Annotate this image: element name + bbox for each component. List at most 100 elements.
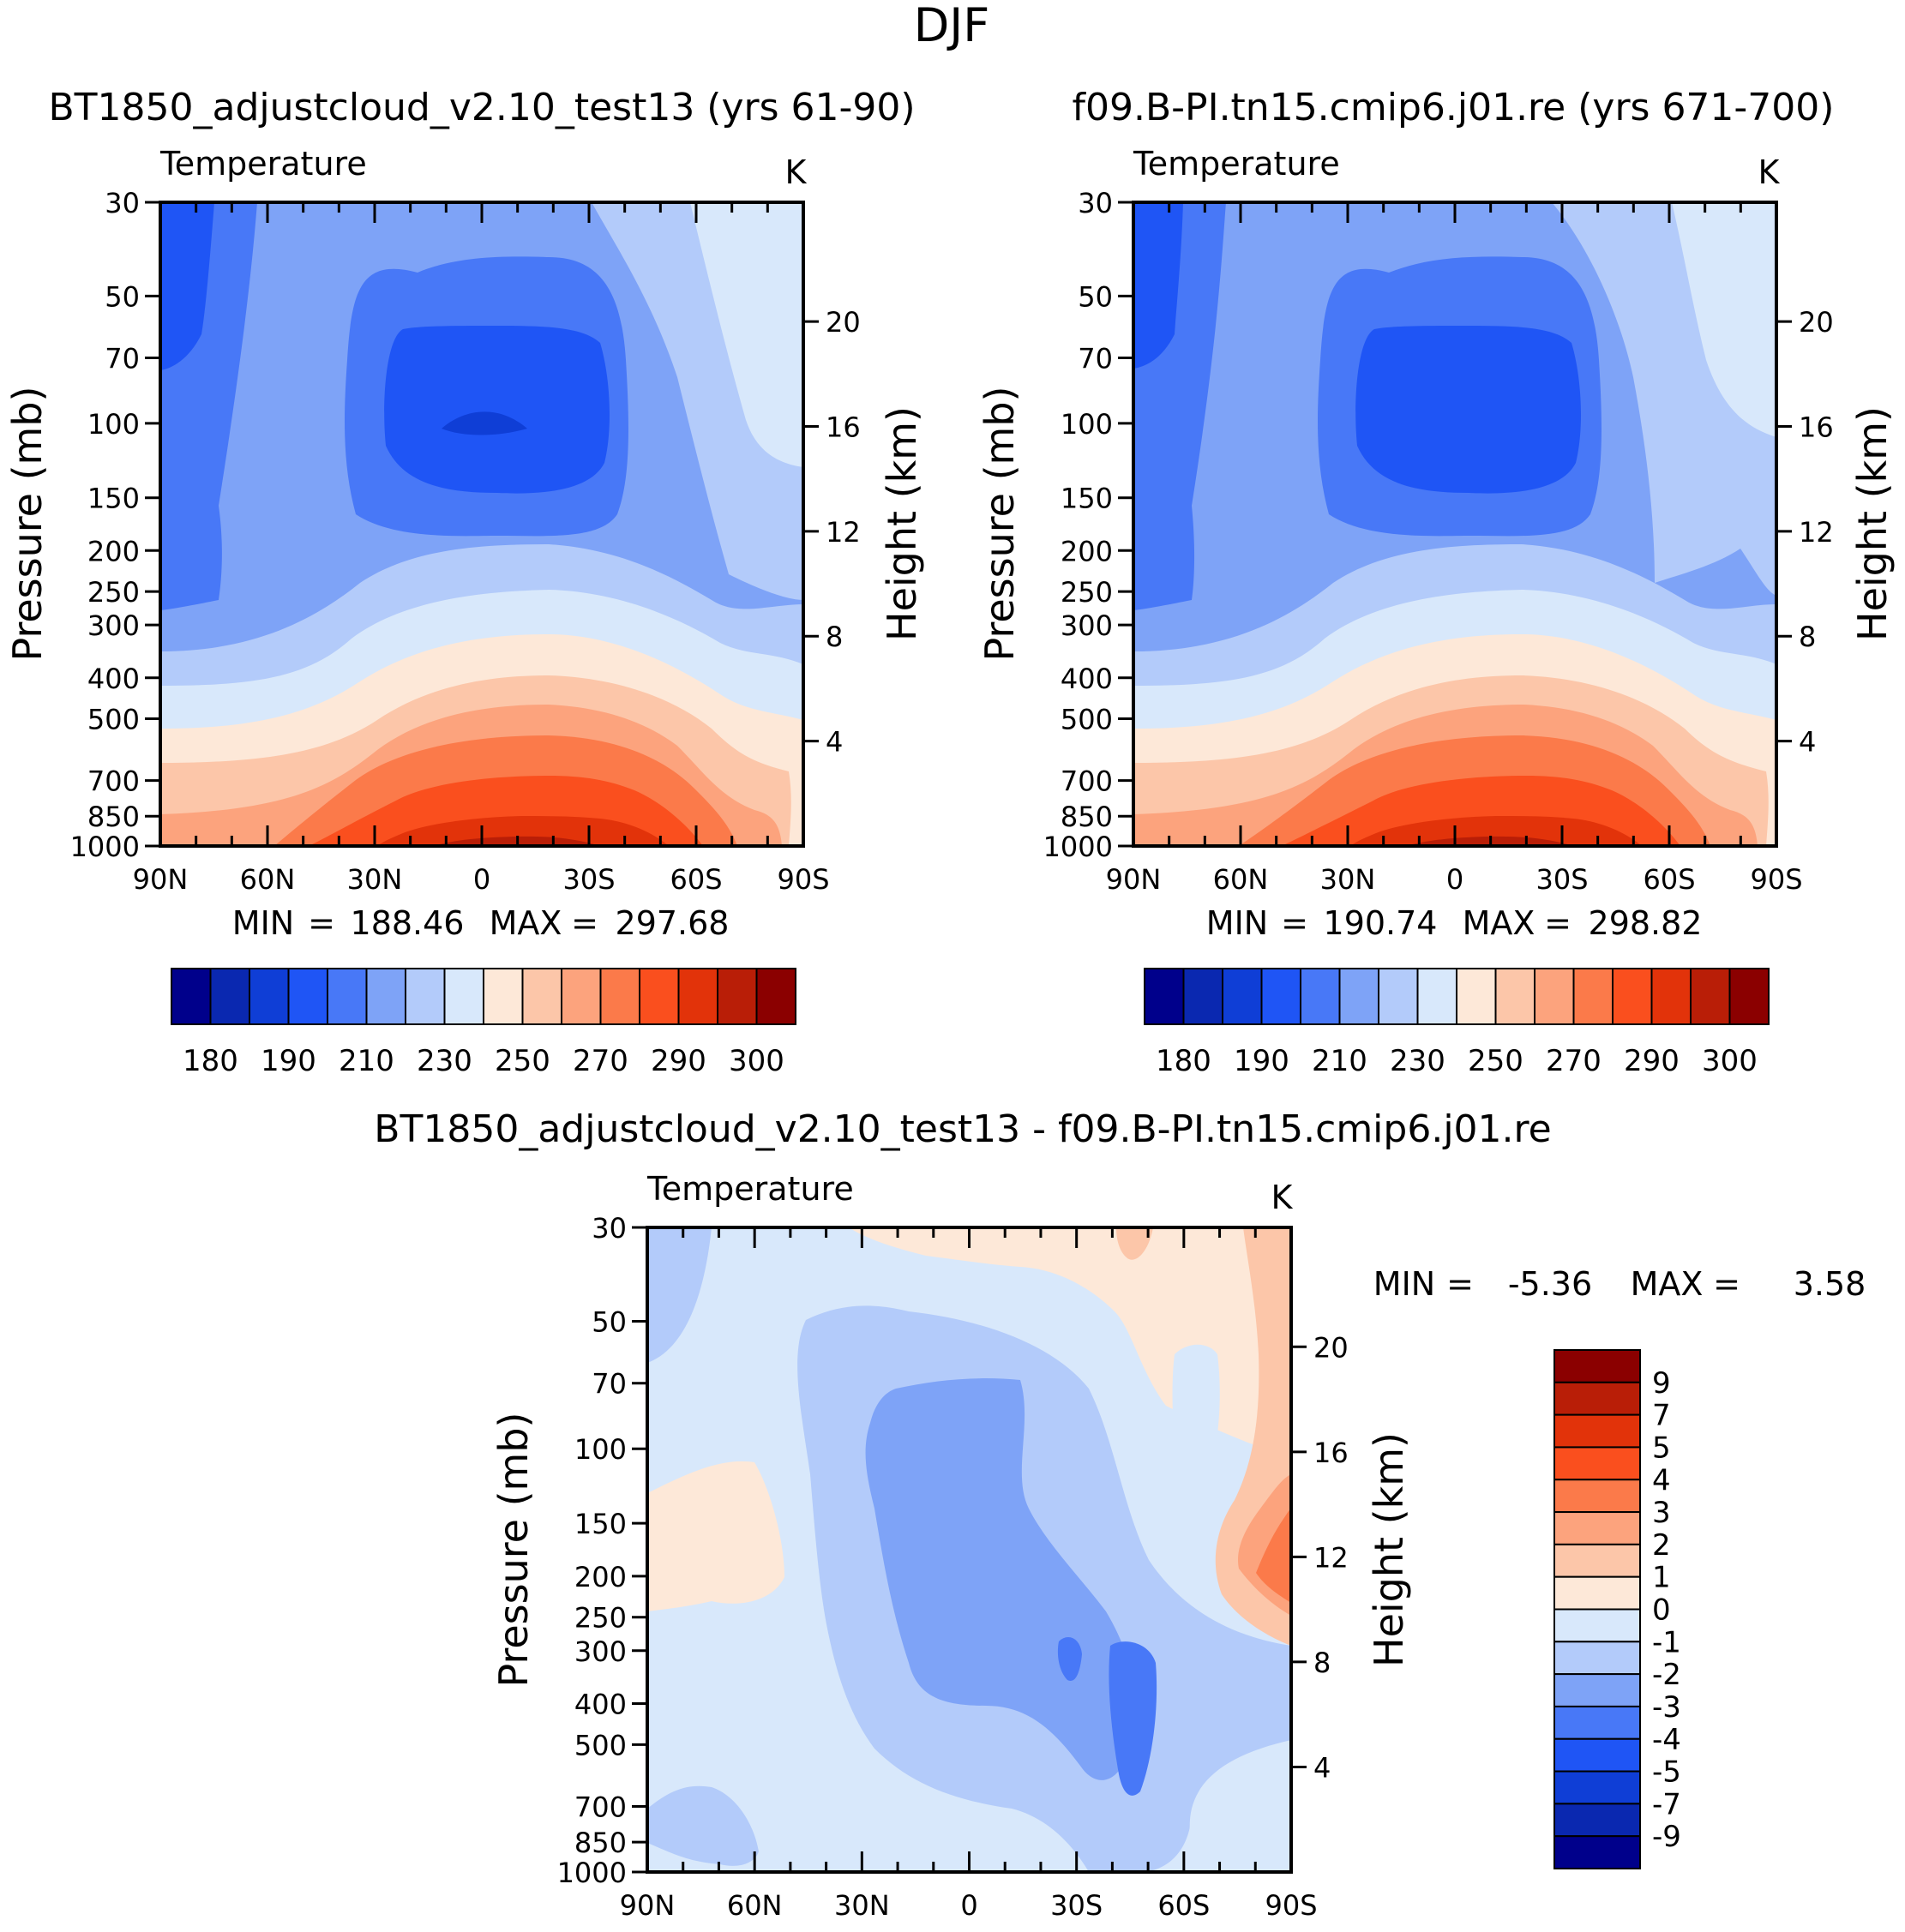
- colorbar-label: 230: [1390, 1044, 1445, 1078]
- height-tick-label: 4: [1799, 726, 1816, 759]
- pressure-tick-label: 250: [1061, 576, 1113, 609]
- panel-diff-min-value: -5.36: [1508, 1265, 1592, 1303]
- colorbar-swatch: [1553, 1835, 1641, 1869]
- panel-diff-units: K: [1271, 1179, 1294, 1216]
- colorbar-swatch: [1553, 1479, 1641, 1514]
- colorbar-swatch: [1572, 968, 1614, 1025]
- pressure-tick-label: 250: [574, 1602, 627, 1635]
- colorbar-swatch: [1553, 1608, 1641, 1643]
- pressure-tick-label: 250: [87, 576, 140, 609]
- colorbar-label: 270: [1546, 1044, 1602, 1078]
- lat-tick-label: 60N: [240, 863, 296, 896]
- colorbar-swatch: [717, 968, 758, 1025]
- colorbar-label: -1: [1652, 1625, 1681, 1659]
- pressure-tick-label: 500: [574, 1729, 627, 1761]
- lat-tick-label: 30S: [1535, 863, 1588, 896]
- colorbar-label: -3: [1652, 1690, 1681, 1725]
- colorbar-swatch: [1553, 1543, 1641, 1578]
- colorbar-swatch: [1534, 968, 1575, 1025]
- colorbar-label: -7: [1652, 1787, 1681, 1821]
- lat-tick-label: 30N: [834, 1889, 890, 1922]
- colorbar-swatch: [1553, 1349, 1641, 1383]
- colorbar-label: 300: [1702, 1044, 1758, 1078]
- pressure-tick-label: 400: [1061, 663, 1113, 695]
- colorbar-swatch: [1553, 1413, 1641, 1449]
- contour-band: [1672, 202, 1776, 437]
- colorbar-swatch: [1690, 968, 1731, 1025]
- colorbar-label: 7: [1652, 1399, 1671, 1433]
- panel-left-max-label: MAX: [490, 904, 562, 942]
- colorbar-swatch: [1612, 968, 1653, 1025]
- colorbar-swatch: [1553, 1641, 1641, 1676]
- pressure-tick-label: 70: [592, 1368, 627, 1401]
- colorbar-swatch: [1553, 1575, 1641, 1611]
- pressure-tick-label: 150: [87, 483, 140, 515]
- height-tick-label: 16: [1313, 1437, 1349, 1469]
- panel-right-right-label: Height (km): [1849, 406, 1896, 641]
- contour-band: [384, 326, 610, 494]
- panel-right-max-eq: =: [1544, 904, 1571, 942]
- colorbar-swatch: [1553, 1446, 1641, 1481]
- pressure-tick-label: 30: [1078, 187, 1113, 219]
- pressure-tick-label: 700: [1061, 765, 1113, 798]
- colorbar-swatch: [599, 968, 640, 1025]
- colorbar-label: 1: [1652, 1561, 1671, 1595]
- panel-left-contours: [160, 202, 803, 846]
- colorbar-swatch: [171, 968, 212, 1025]
- panel-left-right-label: Height (km): [879, 406, 925, 641]
- height-tick-label: 12: [1313, 1541, 1349, 1574]
- colorbar-label: 190: [1234, 1044, 1289, 1078]
- pressure-tick-label: 70: [1078, 342, 1113, 375]
- pressure-tick-label: 150: [1061, 483, 1113, 515]
- contour-band: [442, 411, 527, 435]
- colorbar-label: 290: [651, 1044, 706, 1078]
- colorbar-swatch: [1553, 1381, 1641, 1416]
- height-tick-label: 8: [826, 621, 843, 653]
- height-tick-label: 16: [826, 411, 861, 443]
- lat-tick-label: 90N: [620, 1889, 676, 1922]
- lat-tick-label: 30N: [1320, 863, 1376, 896]
- colorbar-label: 270: [573, 1044, 628, 1078]
- panel-diff-max-label: MAX: [1631, 1265, 1704, 1303]
- panel-left-max-eq: =: [571, 904, 598, 942]
- panel-right-variable: Temperature: [1133, 145, 1340, 183]
- lat-tick-label: 60N: [727, 1889, 783, 1922]
- pressure-tick-label: 100: [87, 408, 140, 441]
- contour-band: [377, 816, 669, 846]
- pressure-tick-label: 700: [87, 765, 140, 798]
- pressure-tick-label: 400: [574, 1688, 627, 1720]
- contour-band: [1172, 1344, 1220, 1496]
- lat-tick-label: 90N: [133, 863, 189, 896]
- contour-band: [647, 1227, 712, 1363]
- colorbar-label: 300: [729, 1044, 784, 1078]
- height-tick-label: 4: [826, 726, 843, 759]
- panel-left-case-title: BT1850_adjustcloud_v2.10_test13 (yrs 61-…: [48, 86, 915, 129]
- figure-title: DJF: [914, 0, 990, 52]
- contour-band: [690, 202, 803, 467]
- panel-right: f09.B-PI.tn15.cmip6.j01.re (yrs 671-700)…: [977, 86, 1896, 1078]
- panel-left-stats: MIN = 188.46 MAX = 297.68: [232, 904, 730, 942]
- lat-tick-label: 30N: [347, 863, 403, 896]
- panel-diff-max-eq: =: [1713, 1265, 1740, 1303]
- contour-band: [160, 202, 214, 370]
- panel-diff-contours: [647, 1227, 1291, 1872]
- pressure-tick-label: 200: [1061, 535, 1113, 567]
- colorbar-swatch: [209, 968, 250, 1025]
- pressure-tick-label: 200: [574, 1561, 627, 1593]
- colorbar-swatch: [639, 968, 680, 1025]
- pressure-tick-label: 850: [574, 1827, 627, 1859]
- panel-left-variable: Temperature: [159, 145, 367, 183]
- pressure-tick-label: 50: [105, 280, 140, 313]
- colorbar-swatch: [1553, 1770, 1641, 1805]
- pressure-tick-label: 500: [87, 704, 140, 736]
- panel-diff-min-eq: =: [1446, 1265, 1474, 1303]
- pressure-tick-label: 30: [105, 187, 140, 219]
- panel-right-min-label: MIN: [1206, 904, 1268, 942]
- pressure-tick-label: 100: [574, 1433, 627, 1466]
- panel-right-units: K: [1758, 153, 1781, 191]
- colorbar-label: -5: [1652, 1755, 1681, 1790]
